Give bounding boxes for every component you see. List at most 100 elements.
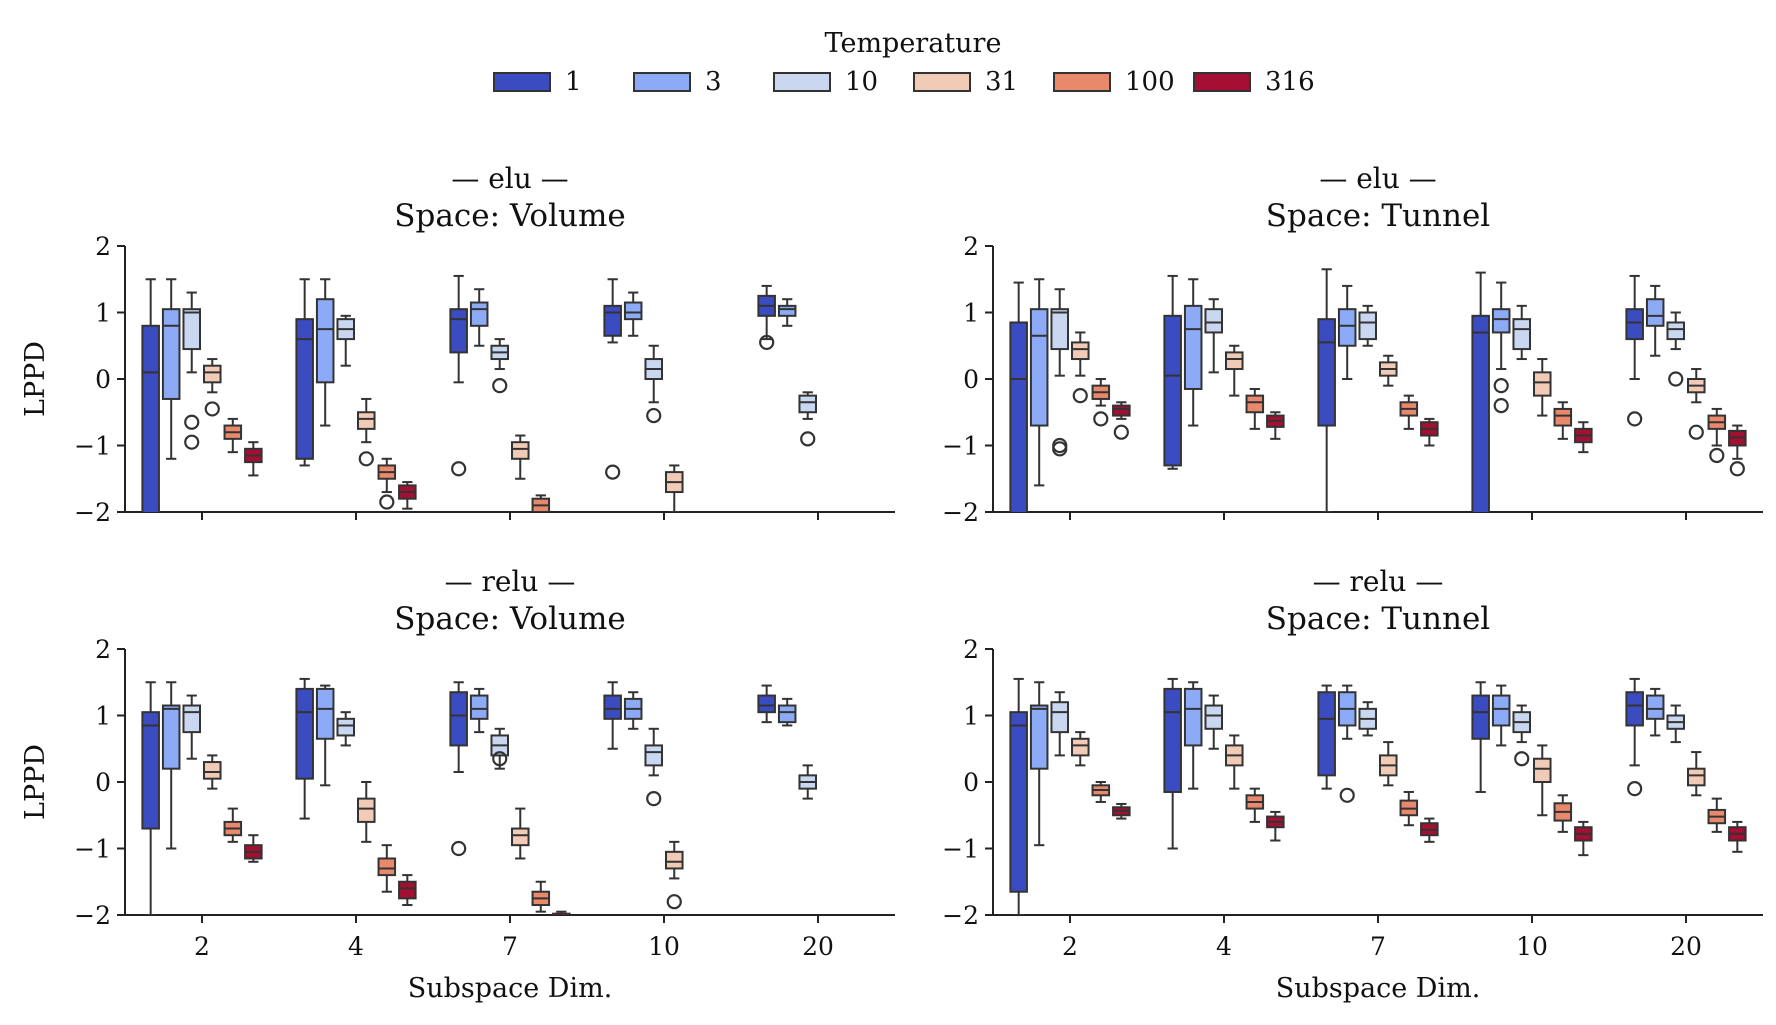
box-1-dim-2	[141, 681, 160, 915]
outlier-point	[492, 378, 508, 394]
box-316-dim-2	[244, 441, 263, 477]
outlier-point	[800, 431, 816, 447]
box-316-dim-7	[1420, 417, 1439, 447]
box-body	[777, 704, 797, 724]
box-316-dim-20	[1728, 820, 1747, 853]
panel-title-space: Space: Volume	[394, 601, 625, 637]
x-tick-label: 10	[648, 932, 680, 961]
box-body	[1050, 701, 1070, 734]
outlier-point	[666, 894, 682, 910]
panel-title-activation: — relu —	[445, 565, 576, 598]
box-31-dim-2	[203, 754, 222, 790]
box-10-dim-2	[1050, 691, 1070, 757]
box-1-dim-7	[449, 681, 468, 857]
box-100-dim-10	[1553, 794, 1573, 833]
outlier-point	[358, 451, 374, 467]
legend-label-10: 10	[845, 67, 879, 97]
box-body	[182, 308, 201, 351]
box-body	[449, 308, 468, 354]
box-body	[1163, 687, 1182, 793]
box-body	[1029, 704, 1049, 770]
legend-swatch-100	[1053, 72, 1111, 92]
box-3-dim-4	[315, 278, 335, 427]
box-31-dim-2	[203, 358, 222, 417]
box-31-dim-20	[820, 515, 837, 538]
box-body	[707, 928, 724, 941]
outlier-point	[204, 401, 220, 417]
box-body	[511, 827, 530, 847]
box-31-dim-7	[511, 434, 530, 480]
outlier-point	[451, 461, 467, 477]
legend-label-100: 100	[1125, 67, 1175, 97]
box-3-dim-2	[1029, 278, 1049, 487]
legend-items: 1 3 10 31 100 316	[50, 67, 1776, 97]
legend-swatch-1	[493, 72, 551, 92]
x-tick-label: 7	[1370, 932, 1386, 961]
box-body	[1183, 687, 1203, 747]
box-body	[1491, 694, 1511, 727]
legend-label-316: 316	[1265, 67, 1315, 97]
box-10-dim-20	[1666, 704, 1686, 744]
box-body	[295, 318, 314, 460]
box-100-dim-7	[531, 494, 551, 512]
box-body	[687, 922, 704, 935]
y-tick-label: 2	[95, 635, 111, 664]
box-10-dim-10	[1512, 304, 1532, 361]
legend-entry-1: 1	[493, 67, 633, 97]
box-100-dim-7	[1399, 394, 1419, 430]
box-31-dim-4	[357, 781, 376, 843]
outlier-point	[451, 840, 467, 857]
box-body	[182, 704, 201, 734]
box-3-dim-7	[1337, 684, 1357, 803]
box-10-dim-20	[798, 764, 818, 800]
legend-swatch-316	[1193, 72, 1251, 92]
y-tick-label: 0	[963, 365, 979, 394]
box-10-dim-2	[1050, 288, 1070, 457]
box-31-dim-10	[1533, 358, 1552, 417]
box-1-dim-10	[603, 278, 622, 480]
box-body	[1225, 351, 1244, 371]
outlier-point	[1729, 461, 1745, 477]
x-tick-label: 20	[802, 932, 834, 961]
box-body	[469, 694, 489, 720]
legend-entry-316: 316	[1193, 67, 1333, 97]
box-body	[1204, 308, 1224, 334]
box-body	[1625, 308, 1644, 341]
box-1-dim-20	[757, 684, 776, 724]
box-10-dim-20	[798, 391, 818, 447]
box-body	[1112, 404, 1131, 417]
box-body	[1533, 757, 1552, 783]
box-3-dim-10	[623, 691, 643, 730]
box-100-dim-20	[841, 522, 858, 545]
legend-swatch-3	[633, 72, 691, 92]
legend-entry-31: 31	[913, 67, 1053, 97]
box-3-dim-20	[1645, 284, 1665, 357]
box-316-dim-2	[244, 834, 263, 863]
box-body	[644, 744, 664, 767]
box-316-dim-7	[552, 910, 571, 915]
y-tick-label: −1	[74, 432, 111, 461]
box-100-dim-4	[1245, 787, 1265, 823]
outlier-point	[1093, 411, 1109, 427]
box-3-dim-2	[161, 681, 181, 850]
outlier-point	[1514, 751, 1530, 767]
box-316-dim-10	[1574, 421, 1593, 454]
legend-entry-3: 3	[633, 67, 773, 97]
box-31-dim-4	[1225, 734, 1244, 790]
legend-title: Temperature	[824, 28, 1002, 59]
box-100-dim-7	[531, 880, 551, 913]
box-10-dim-7	[490, 727, 510, 770]
outlier-point	[1627, 781, 1643, 797]
box-316-dim-10	[707, 522, 724, 545]
box-316-dim-10	[707, 925, 724, 948]
box-1-dim-7	[1317, 684, 1336, 790]
box-3-dim-2	[1029, 681, 1049, 847]
box-body	[841, 928, 858, 941]
box-100-dim-4	[377, 457, 397, 510]
outlier-point	[759, 334, 775, 351]
y-tick-label: −1	[74, 835, 111, 864]
box-body	[1666, 321, 1686, 341]
y-tick-label: −1	[942, 432, 979, 461]
box-100-dim-2	[223, 417, 243, 454]
box-body	[357, 797, 376, 823]
